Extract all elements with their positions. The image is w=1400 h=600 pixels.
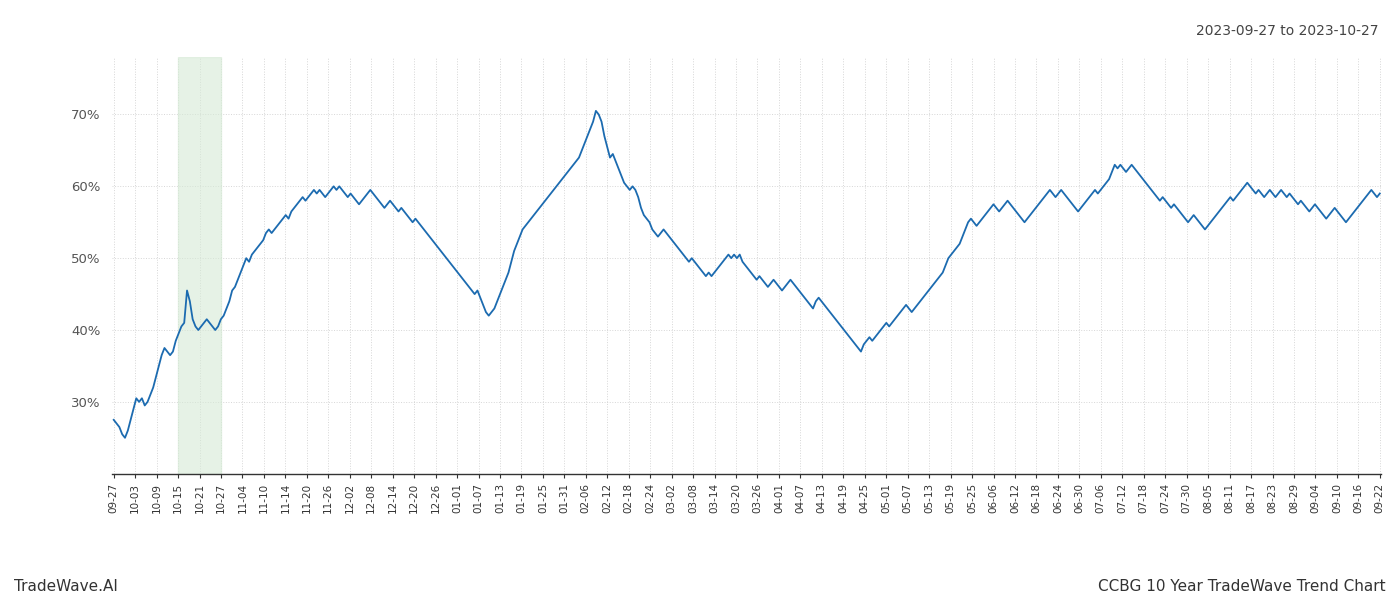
Text: 2023-09-27 to 2023-10-27: 2023-09-27 to 2023-10-27 <box>1197 24 1379 38</box>
Text: CCBG 10 Year TradeWave Trend Chart: CCBG 10 Year TradeWave Trend Chart <box>1099 579 1386 594</box>
Bar <box>178 57 221 474</box>
Text: TradeWave.AI: TradeWave.AI <box>14 579 118 594</box>
